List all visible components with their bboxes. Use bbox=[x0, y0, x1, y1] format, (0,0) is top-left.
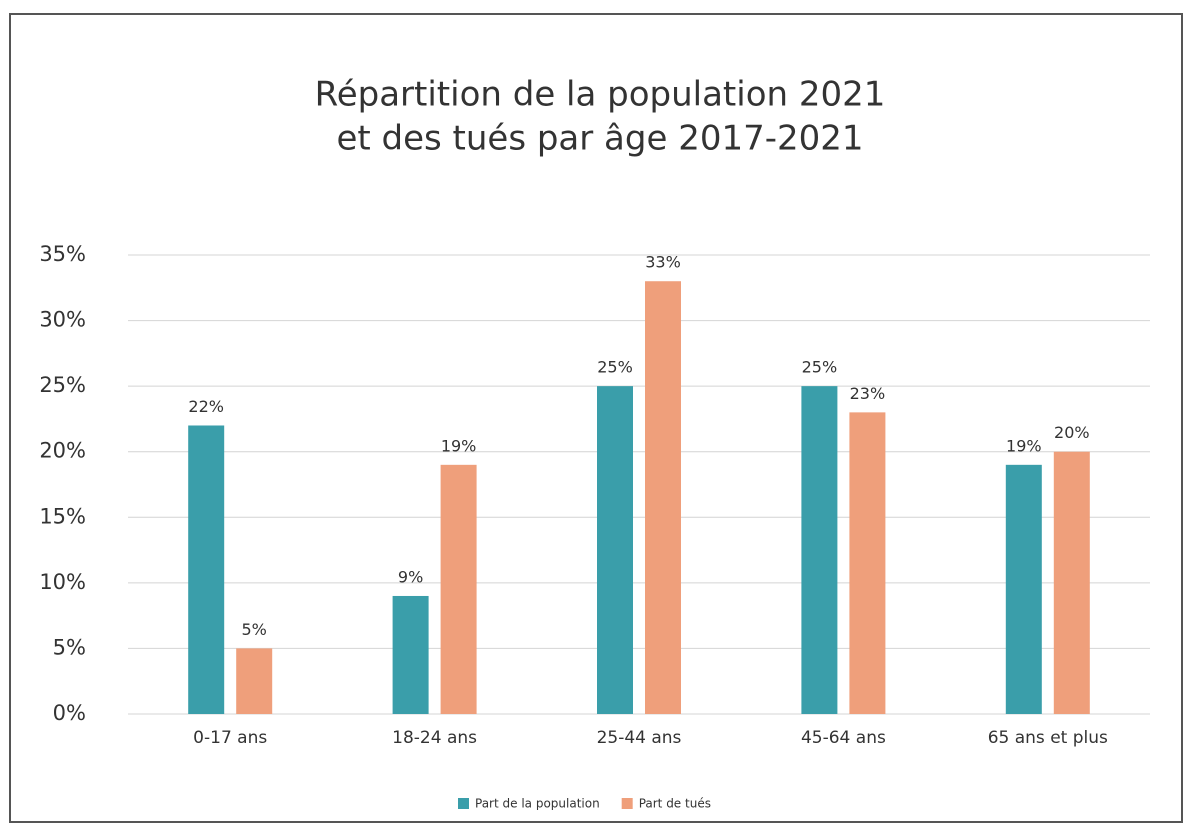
value-label: 19% bbox=[441, 436, 477, 455]
y-tick-label: 35% bbox=[39, 242, 86, 266]
legend-label: Part de la population bbox=[475, 797, 600, 811]
y-tick-label: 0% bbox=[53, 701, 86, 725]
value-label: 5% bbox=[242, 620, 267, 639]
value-label: 20% bbox=[1054, 423, 1090, 442]
bar bbox=[392, 595, 429, 714]
y-tick-label: 20% bbox=[39, 439, 86, 463]
chart-title: Répartition de la population 2021 bbox=[315, 75, 886, 115]
value-label: 33% bbox=[645, 253, 681, 272]
bar bbox=[236, 648, 273, 714]
bar bbox=[645, 281, 681, 714]
bar bbox=[1053, 451, 1090, 714]
bar bbox=[188, 425, 225, 714]
y-tick-label: 10% bbox=[39, 570, 86, 594]
bar bbox=[440, 464, 477, 714]
y-tick-label: 30% bbox=[39, 308, 86, 332]
value-label: 23% bbox=[850, 384, 886, 403]
bar bbox=[597, 386, 633, 714]
chart-title: et des tués par âge 2017-2021 bbox=[336, 119, 863, 159]
bar bbox=[849, 412, 886, 714]
x-tick-label: 18-24 ans bbox=[392, 728, 477, 748]
x-tick-label: 65 ans et plus bbox=[988, 728, 1108, 748]
value-label: 22% bbox=[188, 397, 224, 416]
y-tick-label: 5% bbox=[53, 635, 86, 659]
legend-swatch bbox=[458, 798, 469, 809]
x-tick-label: 25-44 ans bbox=[597, 728, 682, 748]
x-tick-label: 0-17 ans bbox=[193, 728, 267, 748]
y-tick-label: 25% bbox=[39, 373, 86, 397]
bar bbox=[801, 386, 838, 714]
legend-label: Part de tués bbox=[639, 797, 711, 811]
value-label: 25% bbox=[597, 358, 633, 377]
y-tick-label: 15% bbox=[39, 504, 86, 528]
value-label: 25% bbox=[802, 358, 838, 377]
bar bbox=[1005, 464, 1042, 714]
chart-frame bbox=[9, 13, 1183, 823]
x-tick-label: 45-64 ans bbox=[801, 728, 886, 748]
value-label: 19% bbox=[1006, 436, 1042, 455]
value-label: 9% bbox=[398, 567, 423, 586]
legend-swatch bbox=[621, 798, 633, 809]
